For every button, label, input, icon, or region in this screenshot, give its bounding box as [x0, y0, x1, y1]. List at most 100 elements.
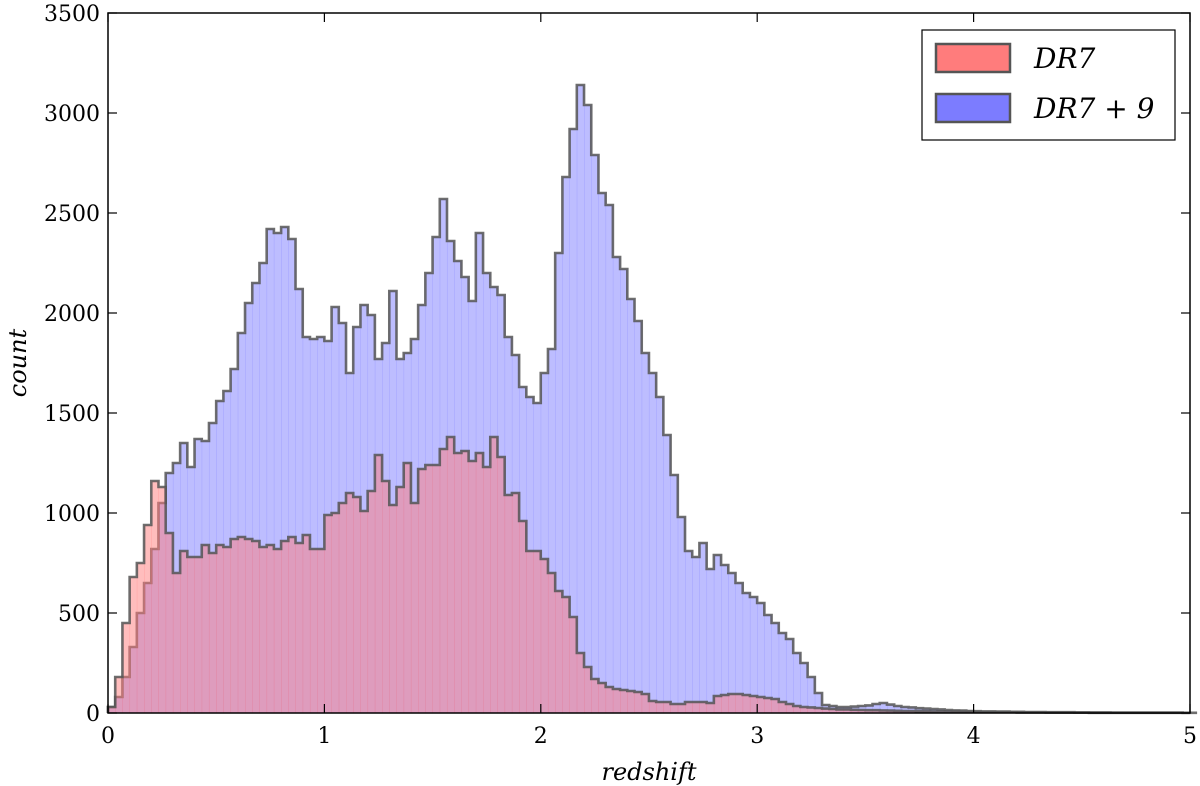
histogram-bar: [749, 597, 758, 713]
histogram-bar: [151, 481, 159, 713]
histogram-bar: [699, 543, 708, 713]
histogram-series-layer: [106, 83, 1198, 715]
histogram-bar: [627, 299, 635, 713]
y-axis-label: count: [4, 328, 32, 397]
y-tick-label: 1000: [44, 502, 100, 527]
histogram-bar: [742, 695, 751, 713]
histogram-bar: [108, 707, 116, 713]
legend: DR7 DR7 + 9: [921, 29, 1176, 141]
histogram-bar: [865, 710, 873, 713]
histogram-bar: [648, 701, 657, 713]
histogram-bar: [425, 465, 433, 713]
histogram-bar: [721, 695, 729, 713]
x-tick-label: 2: [534, 724, 548, 749]
histogram-bar: [685, 551, 693, 713]
y-tick-label: 1500: [44, 402, 100, 427]
x-axis-label: redshift: [601, 758, 696, 786]
histogram-bar: [562, 597, 570, 713]
histogram-bar: [605, 687, 614, 713]
histogram-bar: [309, 339, 318, 713]
histogram-bar: [562, 177, 570, 713]
histogram-bar: [692, 702, 700, 713]
histogram-bar: [620, 269, 628, 713]
histogram-bar: [879, 703, 888, 713]
histogram-bar: [410, 503, 419, 713]
histogram-bar: [547, 349, 556, 713]
histogram-bar: [483, 467, 491, 713]
histogram-bar: [490, 437, 498, 713]
histogram-bar: [338, 503, 347, 713]
histogram-bar: [331, 513, 340, 713]
histogram-bar: [540, 373, 549, 713]
axis-ticks: 0 1 2 3 4 5 0 500 1000 1500 2000 2500 3000 3500: [44, 2, 1197, 749]
histogram-bar: [569, 129, 578, 713]
histogram-bar: [367, 491, 376, 713]
histogram-bar: [591, 679, 599, 713]
histogram-bar: [324, 515, 332, 713]
histogram-bar: [317, 337, 325, 713]
y-tick-label: 2500: [44, 202, 100, 227]
x-tick-label: 1: [317, 724, 331, 749]
legend-swatch-dr7: [934, 42, 1012, 74]
histogram-bar: [165, 533, 174, 713]
histogram-bar: [807, 677, 816, 713]
histogram-bar: [208, 553, 217, 713]
histogram-bar: [302, 337, 311, 713]
histogram-bar: [771, 699, 780, 713]
histogram-bar: [749, 696, 758, 713]
histogram-bar: [627, 691, 635, 713]
histogram-bar: [273, 233, 282, 713]
histogram-bar: [778, 633, 787, 713]
histogram-bar: [872, 704, 881, 713]
histogram-bar: [677, 704, 686, 713]
histogram-bar: [317, 549, 325, 713]
histogram-bar: [555, 253, 563, 713]
histogram-bar: [742, 593, 751, 713]
histogram-bar: [302, 535, 311, 713]
histogram-bar: [360, 305, 369, 713]
histogram-bar: [382, 481, 390, 713]
histogram-bar: [612, 257, 621, 713]
histogram-bar: [656, 702, 664, 713]
histogram-bar: [461, 451, 470, 713]
plot-frame: [107, 12, 1191, 714]
histogram-bar: [454, 453, 462, 713]
histogram-bar: [663, 702, 671, 713]
histogram-bar: [728, 694, 736, 713]
histogram-bar: [648, 373, 657, 713]
histogram-bar: [641, 353, 650, 713]
histogram-bar: [468, 461, 477, 713]
histogram-bar: [540, 559, 549, 713]
histogram-bar: [389, 505, 397, 713]
histogram-bar: [829, 709, 837, 713]
histogram-bar: [656, 397, 664, 713]
histogram-bar: [432, 465, 441, 713]
histogram-bar: [685, 702, 693, 713]
histogram-bar: [266, 545, 275, 713]
histogram-bar: [778, 702, 787, 713]
histogram-bar: [281, 227, 289, 713]
histogram-bar: [115, 677, 123, 713]
histogram-bar: [584, 667, 592, 713]
histogram-bar: [721, 565, 729, 713]
histogram-bar: [252, 541, 260, 713]
histogram-bar: [172, 573, 181, 713]
histogram-bar: [136, 563, 145, 713]
histogram-bar: [475, 453, 484, 713]
histogram-bar: [699, 702, 708, 713]
histogram-bar: [555, 591, 563, 713]
histogram-bar: [129, 577, 138, 713]
y-tick-label: 2000: [44, 302, 100, 327]
series-outline: [106, 435, 1192, 715]
histogram-bar: [735, 694, 744, 713]
histogram-bar: [785, 639, 794, 713]
x-tick-label: 3: [750, 724, 764, 749]
histogram-bar: [439, 449, 448, 713]
histogram-bar: [793, 706, 801, 713]
histogram-bar: [663, 435, 671, 713]
histogram-bar: [288, 537, 296, 713]
histogram-bar: [144, 525, 152, 713]
histogram-bar: [605, 205, 614, 713]
histogram-bar: [757, 697, 765, 713]
